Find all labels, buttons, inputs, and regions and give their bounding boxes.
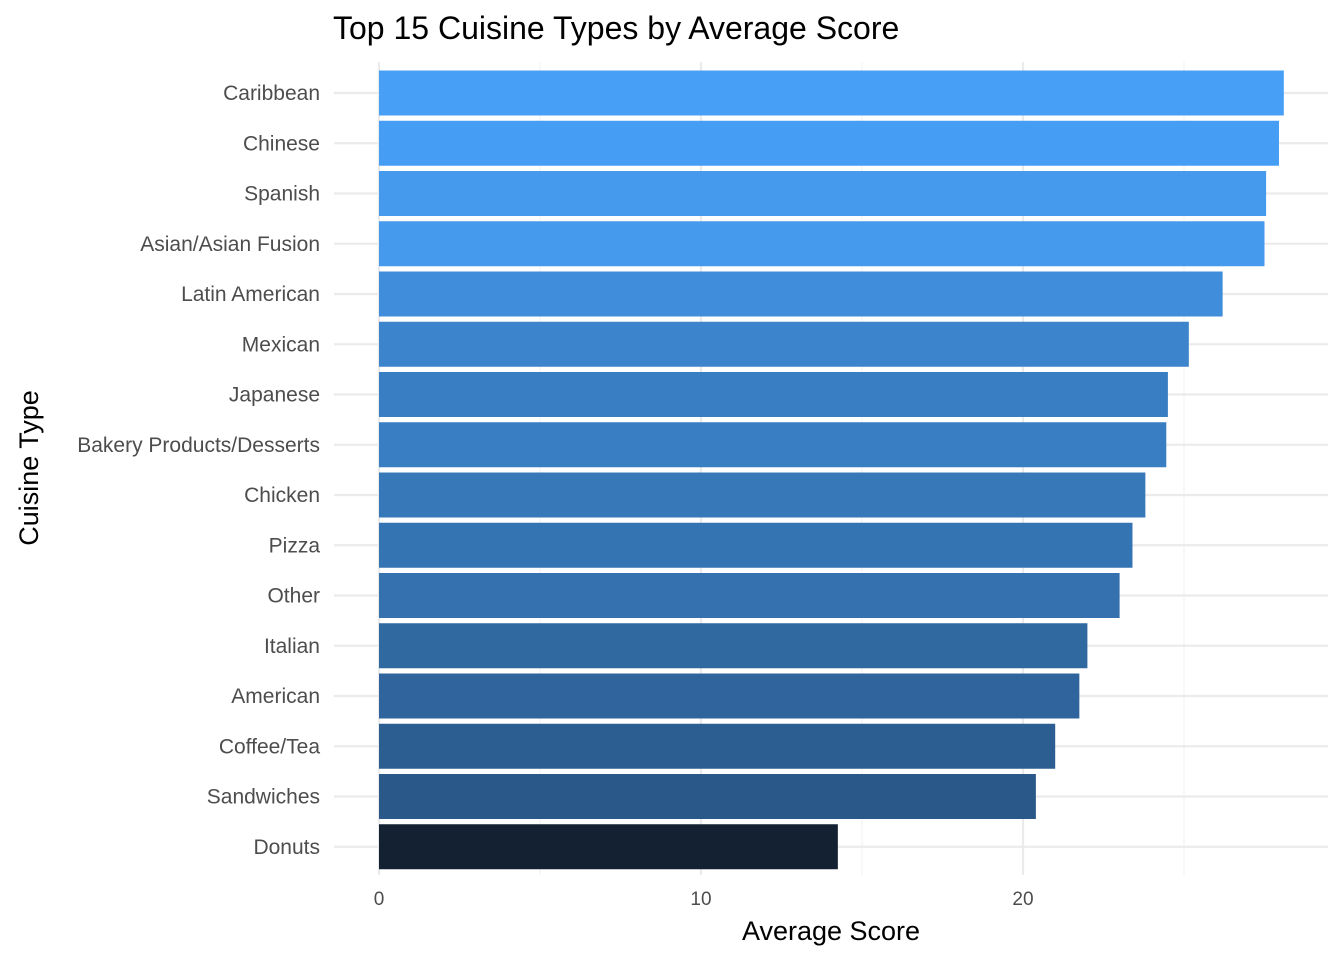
bar: [379, 321, 1189, 367]
category-label: Sandwiches: [207, 786, 320, 809]
x-axis-title: Average Score: [742, 916, 920, 946]
category-label: Latin American: [181, 283, 320, 306]
bar: [379, 774, 1036, 819]
category-label: Caribbean: [223, 82, 320, 105]
bar: [379, 372, 1168, 417]
bar: [379, 573, 1120, 618]
y-axis-title: Cuisine Type: [14, 390, 44, 546]
x-tick-labels: 0 10 20: [374, 889, 1034, 910]
bar: [379, 120, 1279, 166]
bar: [379, 623, 1088, 669]
bar: [379, 673, 1080, 719]
x-tick-label: 0: [374, 889, 385, 910]
category-label: Chinese: [243, 132, 320, 155]
category-label: Pizza: [269, 534, 321, 557]
category-label: Japanese: [229, 384, 320, 407]
category-label: Asian/Asian Fusion: [140, 233, 320, 256]
category-label: Spanish: [244, 183, 320, 206]
category-label: Donuts: [253, 836, 320, 859]
category-label: Bakery Products/Desserts: [77, 434, 320, 457]
bar: [379, 824, 838, 870]
chart-title: Top 15 Cuisine Types by Average Score: [333, 10, 899, 46]
bar: [379, 723, 1056, 769]
bars: [379, 70, 1284, 870]
category-label: Coffee/Tea: [219, 735, 321, 758]
bar: [379, 271, 1223, 317]
x-tick-label: 10: [690, 889, 711, 910]
category-label: Mexican: [242, 333, 320, 356]
x-tick-label: 20: [1012, 889, 1033, 910]
bar: [379, 522, 1133, 568]
bar: [379, 70, 1284, 116]
bar: [379, 221, 1265, 267]
category-label: Italian: [264, 635, 320, 658]
category-label: Chicken: [244, 484, 320, 507]
category-label: Other: [267, 585, 320, 608]
category-label: American: [231, 685, 320, 708]
bar: [379, 472, 1146, 518]
bar: [379, 171, 1267, 216]
bar: [379, 422, 1167, 468]
category-labels: Caribbean Chinese Spanish Asian/Asian Fusio…: [77, 82, 320, 859]
